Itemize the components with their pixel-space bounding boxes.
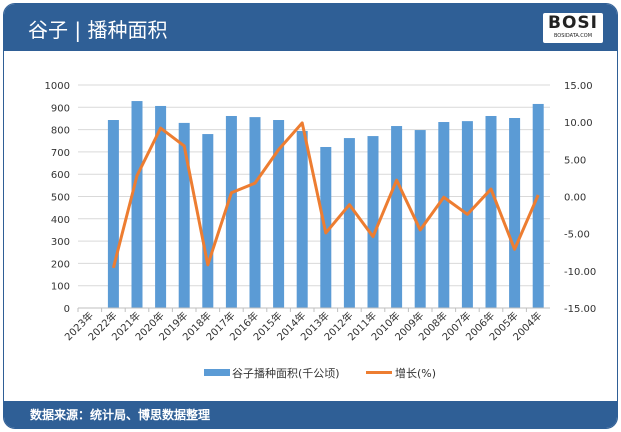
data-source: 数据来源：统计局、博思数据整理 xyxy=(30,408,211,422)
left-tick-label: 200 xyxy=(51,259,70,270)
bar xyxy=(485,115,497,308)
bar xyxy=(107,120,119,308)
left-tick-label: 300 xyxy=(51,237,70,248)
right-tick-label: -15.00 xyxy=(564,304,596,315)
footer-bar: 数据来源：统计局、博思数据整理 xyxy=(4,401,617,428)
legend-label-bar: 谷子播种面积(千公顷) xyxy=(232,366,340,380)
right-tick-label: 0.00 xyxy=(564,193,586,204)
legend-label-line: 增长(%) xyxy=(395,366,436,380)
bar xyxy=(249,117,261,308)
right-tick-label: -10.00 xyxy=(564,267,596,278)
header-bar: 谷子 | 播种面积 BOSI BOSIDATA.COM xyxy=(4,4,617,51)
bar xyxy=(343,138,355,308)
right-tick-label: 15.00 xyxy=(564,81,593,92)
right-tick-label: 10.00 xyxy=(564,118,593,129)
bar xyxy=(178,122,190,308)
bar xyxy=(438,122,450,308)
bar xyxy=(202,134,214,308)
bar xyxy=(225,115,237,308)
bar xyxy=(509,118,521,308)
right-tick-label: -5.00 xyxy=(564,230,590,241)
left-tick-label: 400 xyxy=(51,215,70,226)
left-tick-label: 600 xyxy=(51,170,70,181)
bar xyxy=(532,103,544,308)
left-tick-label: 500 xyxy=(51,193,70,204)
bar xyxy=(414,130,426,308)
left-tick-label: 1000 xyxy=(45,81,70,92)
right-tick-label: 5.00 xyxy=(564,155,586,166)
bar xyxy=(155,105,167,308)
left-tick-label: 800 xyxy=(51,126,70,137)
left-tick-label: 100 xyxy=(51,282,70,293)
bar xyxy=(391,126,403,308)
page-title: 谷子 | 播种面积 xyxy=(28,18,168,42)
legend-swatch-bar xyxy=(204,369,230,376)
bar xyxy=(367,136,379,308)
bosi-logo: BOSI BOSIDATA.COM xyxy=(543,13,603,43)
left-tick-label: 900 xyxy=(51,103,70,114)
left-tick-label: 0 xyxy=(64,304,70,315)
bar xyxy=(273,120,285,308)
bar xyxy=(296,130,308,308)
bar xyxy=(131,101,143,308)
left-tick-label: 700 xyxy=(51,148,70,159)
